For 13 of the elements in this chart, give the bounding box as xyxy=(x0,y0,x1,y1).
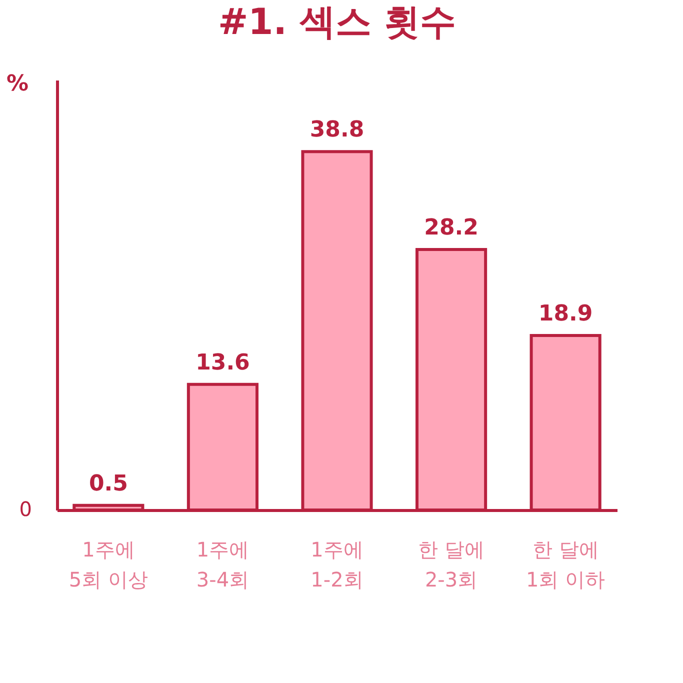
data-label: 28.2 xyxy=(424,216,478,241)
x-tick-label: 1주에 3-4회 xyxy=(196,538,250,592)
data-label: 38.8 xyxy=(310,118,364,143)
chart-title: #1. 섹스 횟수 xyxy=(218,2,456,43)
data-label: 0.5 xyxy=(88,471,128,496)
x-tick-label: 한 달에 1회 이하 xyxy=(526,538,606,592)
x-tick-label: 1주에 1-2회 xyxy=(310,538,364,592)
x-tick-label: 한 달에 2-3회 xyxy=(418,538,484,592)
data-label: 13.6 xyxy=(196,350,250,376)
x-tick-label: 1주에 5회 이상 xyxy=(68,538,148,592)
y-axis-title: % xyxy=(6,72,29,96)
data-label: 18.9 xyxy=(538,301,593,326)
text: 0 xyxy=(19,497,32,521)
